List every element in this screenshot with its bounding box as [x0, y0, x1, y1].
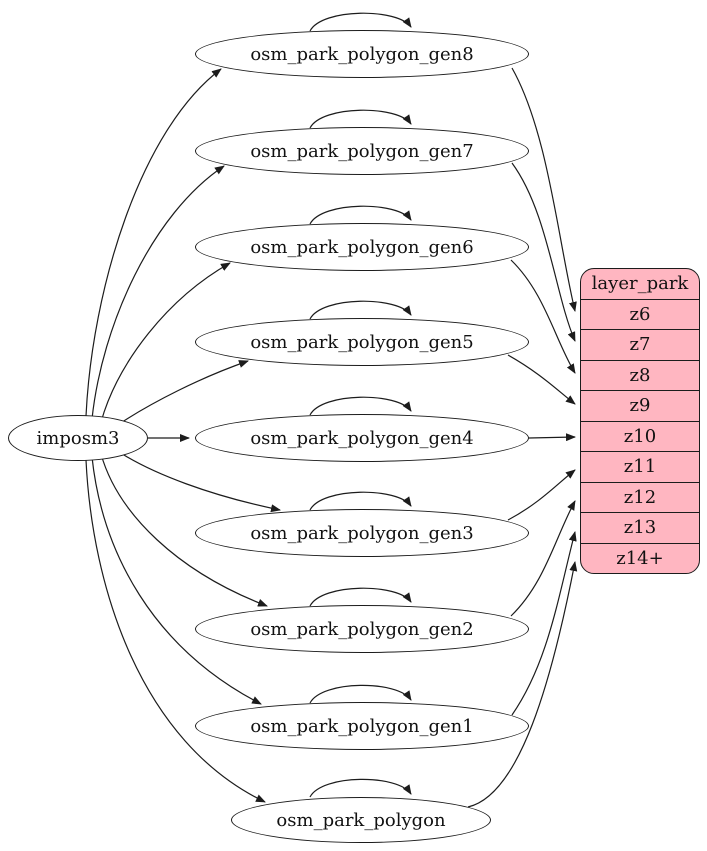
node-osm-park-polygon-gen6: osm_park_polygon_gen6	[195, 223, 529, 271]
edge-imposm3-to-gen8	[85, 68, 222, 417]
loop-gen5	[309, 300, 412, 320]
layer-park-row-z14plus: z14+	[581, 542, 699, 574]
node-imposm3: imposm3	[8, 415, 148, 461]
edge-imposm3-to-polygon	[85, 459, 266, 803]
layer-park-row-z13: z13	[581, 512, 699, 543]
layer-park-row-z6: z6	[581, 298, 699, 330]
edge-gen3-to-z11	[507, 469, 576, 521]
loop-gen3	[309, 491, 412, 511]
edge-gen7-to-z7	[511, 162, 576, 342]
layer-park-row-z11: z11	[581, 451, 699, 482]
loop-polygon	[309, 778, 412, 798]
layer-park-row-z10: z10	[581, 420, 699, 452]
edge-gen6-to-z8	[510, 259, 576, 374]
edge-gen5-to-z9	[507, 354, 576, 405]
edge-imposm3-to-gen5	[115, 360, 249, 427]
node-label: osm_park_polygon_gen8	[250, 43, 474, 65]
node-osm-park-polygon-gen8: osm_park_polygon_gen8	[195, 30, 529, 78]
node-osm-park-polygon-gen2: osm_park_polygon_gen2	[195, 605, 529, 653]
node-osm-park-polygon: osm_park_polygon	[231, 797, 491, 843]
edge-gen8-to-z6	[511, 67, 577, 312]
node-layer-park: layer_park z6 z7 z8 z9 z10 z11 z12 z13 z…	[580, 268, 700, 574]
edge-imposm3-to-gen7	[91, 165, 225, 420]
node-label: osm_park_polygon_gen6	[250, 236, 474, 258]
layer-park-row-z9: z9	[581, 390, 699, 421]
node-label: osm_park_polygon	[276, 809, 446, 831]
node-osm-park-polygon-gen4: osm_park_polygon_gen4	[195, 414, 529, 462]
edge-imposm3-to-gen6	[100, 262, 231, 423]
edge-imposm3-to-gen3	[115, 449, 281, 513]
node-osm-park-polygon-gen1: osm_park_polygon_gen1	[195, 702, 529, 750]
edge-gen1-to-z13	[511, 531, 577, 716]
layer-park-header: layer_park	[591, 273, 689, 295]
node-osm-park-polygon-gen5: osm_park_polygon_gen5	[195, 318, 529, 366]
node-imposm3-label: imposm3	[36, 427, 120, 449]
node-label: osm_park_polygon_gen7	[250, 140, 474, 162]
layer-park-row-z12: z12	[581, 481, 699, 513]
edge-imposm3-to-gen2	[100, 453, 268, 607]
edge-polygon-to-z14	[467, 561, 578, 808]
node-label: osm_park_polygon_gen4	[250, 427, 474, 449]
edge-gen4-to-z10	[528, 433, 576, 442]
loop-gen4	[309, 396, 412, 416]
loop-gen7	[309, 109, 412, 129]
layer-park-row-z7: z7	[581, 329, 699, 360]
loop-gen6	[309, 205, 412, 225]
loop-gen1	[309, 684, 412, 704]
edge-gen2-to-z12	[510, 500, 576, 617]
node-label: osm_park_polygon_gen5	[250, 331, 474, 353]
node-osm-park-polygon-gen3: osm_park_polygon_gen3	[195, 509, 529, 557]
node-label: osm_park_polygon_gen3	[250, 522, 474, 544]
layer-park-row-z8: z8	[581, 359, 699, 391]
node-label: osm_park_polygon_gen1	[250, 715, 474, 737]
node-label: osm_park_polygon_gen2	[250, 618, 474, 640]
loop-gen8	[309, 12, 412, 32]
loop-gen2	[309, 587, 412, 607]
node-osm-park-polygon-gen7: osm_park_polygon_gen7	[195, 127, 529, 175]
edge-imposm3-to-gen1	[91, 456, 262, 705]
